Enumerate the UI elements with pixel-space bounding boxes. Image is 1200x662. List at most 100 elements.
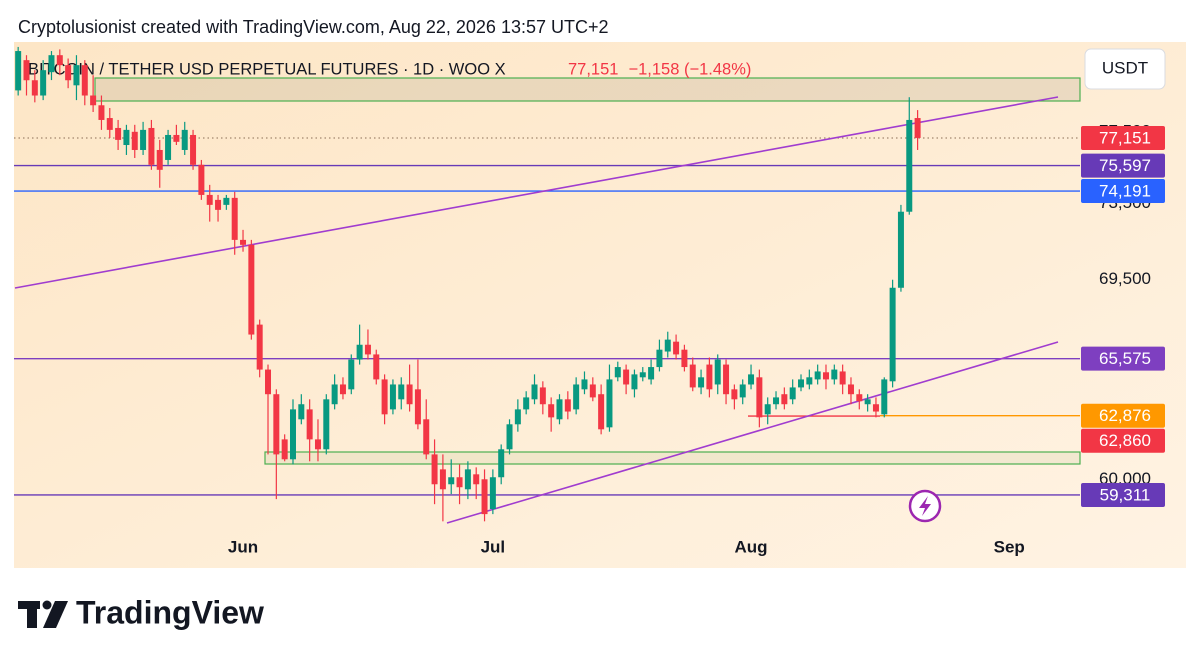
candle-body	[298, 404, 305, 420]
candle-body	[698, 377, 705, 388]
candle-body	[581, 379, 588, 390]
candle-body	[173, 134, 180, 142]
candle-body	[489, 477, 496, 510]
candle-body	[523, 397, 530, 410]
candle-body	[165, 134, 172, 160]
candle-body	[822, 372, 829, 380]
candle-body	[431, 454, 438, 485]
candle-body	[764, 404, 771, 415]
candle-body	[381, 379, 388, 415]
candle-body	[273, 394, 280, 455]
candle-body	[514, 409, 521, 425]
candle-body	[639, 372, 646, 378]
candle-body	[598, 394, 605, 430]
candle-body	[106, 118, 113, 130]
price-label-box	[1081, 482, 1165, 507]
candle-body	[423, 419, 430, 455]
price-label-box	[1081, 428, 1165, 453]
candle-body	[231, 197, 238, 240]
candle-body	[439, 469, 446, 490]
support-zone	[264, 451, 1081, 465]
candle-body	[215, 199, 222, 210]
candle-body	[739, 384, 746, 398]
candle-body	[548, 404, 555, 418]
chart-background	[14, 42, 1186, 568]
candle-body	[181, 129, 188, 150]
price-label: 62,860	[1099, 431, 1151, 450]
x-tick-label: Sep	[994, 537, 1025, 556]
candle-body	[531, 384, 538, 400]
price-label-box	[1081, 346, 1165, 371]
price-label-box	[1081, 179, 1165, 204]
candle-body	[56, 55, 63, 66]
candle-body	[15, 51, 22, 91]
candle-body	[306, 409, 313, 440]
candle-body	[806, 377, 813, 385]
candle-body	[839, 371, 846, 385]
candle-body	[206, 194, 213, 205]
candle-body	[473, 474, 480, 485]
candle-body	[906, 119, 913, 212]
candle-body	[281, 439, 288, 460]
candle-body	[23, 60, 30, 81]
symbol-title: BITCOIN / TETHER USD PERPETUAL FUTURES ·…	[28, 60, 506, 78]
attribution: Cryptolusionist created with TradingView…	[18, 17, 609, 37]
candle-body	[781, 394, 788, 405]
candle-body	[506, 424, 513, 450]
candle-body	[65, 65, 72, 81]
candle-body	[248, 244, 255, 335]
candle-body	[648, 367, 655, 380]
candle-body	[714, 359, 721, 385]
candle-body	[156, 149, 163, 170]
brand-logo	[18, 600, 68, 628]
candle-body	[814, 371, 821, 380]
candle-body	[614, 367, 621, 378]
price-label-box	[1081, 125, 1165, 150]
candle-body	[406, 384, 413, 405]
x-tick-label: Jul	[481, 537, 506, 556]
price-label: 59,311	[1100, 485, 1151, 504]
candle-body	[789, 387, 796, 400]
price-label: 65,575	[1099, 349, 1151, 368]
candle-body	[348, 359, 355, 390]
brand-name: TradingView	[76, 594, 264, 630]
trend-line	[446, 341, 1059, 524]
candle-body	[656, 349, 663, 368]
resistance-zone	[94, 77, 1081, 102]
currency: USDT	[1102, 58, 1148, 77]
price-label: 74,191	[1099, 182, 1151, 201]
candle-body	[131, 131, 138, 150]
candle-body	[589, 384, 596, 398]
candle-body	[456, 477, 463, 488]
candle-body	[256, 324, 263, 370]
candle-body	[31, 80, 38, 96]
candle-body	[90, 95, 97, 106]
price-label-box	[1081, 403, 1165, 428]
alert-icon[interactable]	[908, 489, 942, 523]
price-label: 77,151	[1099, 128, 1151, 147]
candle-body	[831, 369, 838, 380]
currency-box[interactable]	[1084, 48, 1166, 90]
candle-body	[623, 369, 630, 385]
candle-body	[573, 384, 580, 410]
price-change: −1,158 (−1.48%)	[628, 60, 751, 78]
candle-body	[48, 55, 55, 73]
candle-body	[339, 384, 346, 395]
candle-body	[681, 349, 688, 368]
candle-body	[331, 384, 338, 405]
candle-body	[81, 65, 88, 96]
candle-body	[798, 379, 805, 388]
candle-body	[881, 379, 888, 415]
candle-body	[398, 384, 405, 400]
candle-body	[464, 469, 471, 490]
candle-body	[731, 389, 738, 400]
candle-body	[539, 387, 546, 405]
candle-body	[631, 374, 638, 390]
candle-body	[773, 397, 780, 405]
x-tick-label: Jun	[228, 537, 258, 556]
candle-body	[115, 127, 122, 140]
candle-body	[748, 374, 755, 385]
candle-body	[314, 439, 321, 450]
candle-body	[872, 404, 879, 412]
